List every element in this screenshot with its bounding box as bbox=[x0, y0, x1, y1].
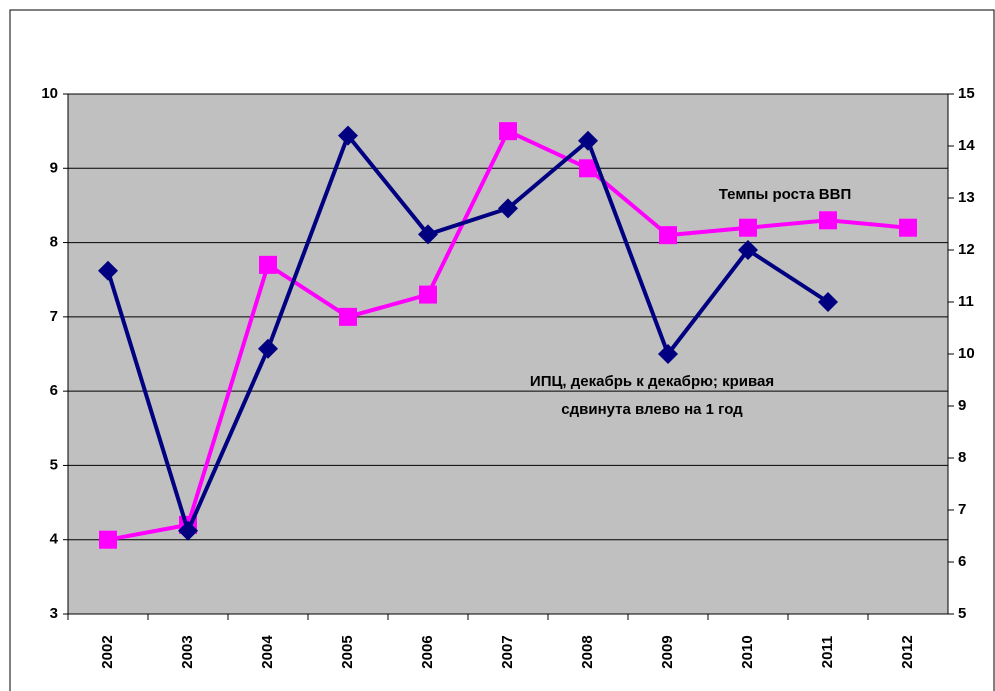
marker bbox=[499, 122, 517, 141]
y-tick-label: 6 bbox=[50, 382, 58, 399]
x-tick-label: 2007 bbox=[499, 635, 516, 668]
marker bbox=[258, 338, 278, 359]
marker bbox=[498, 198, 518, 219]
marker bbox=[658, 344, 678, 364]
marker bbox=[418, 224, 438, 245]
y2-tick-label: 9 bbox=[958, 397, 966, 414]
y2-tick-label: 7 bbox=[958, 501, 966, 518]
y-tick-label: 10 bbox=[41, 85, 58, 102]
x-tick-label: 2003 bbox=[179, 635, 196, 668]
y2-tick-label: 6 bbox=[958, 553, 966, 570]
marker bbox=[178, 520, 198, 541]
y-tick-label: 7 bbox=[50, 308, 58, 325]
x-tick-label: 2012 bbox=[899, 635, 916, 668]
y2-tick-label: 13 bbox=[958, 189, 975, 206]
y2-tick-label: 8 bbox=[958, 449, 966, 466]
y2-tick-label: 10 bbox=[958, 345, 975, 362]
x-tick-label: 2005 bbox=[339, 635, 356, 668]
marker bbox=[739, 218, 757, 237]
x-tick-label: 2002 bbox=[99, 635, 116, 668]
x-tick-label: 2004 bbox=[259, 635, 276, 669]
y2-tick-label: 11 bbox=[958, 293, 974, 310]
y2-tick-label: 14 bbox=[958, 137, 975, 154]
marker bbox=[659, 226, 677, 245]
marker bbox=[578, 130, 598, 151]
x-tick-label: 2010 bbox=[739, 635, 756, 668]
marker bbox=[98, 260, 118, 281]
annotation: ИПЦ, декабрь к декабрю; кривая bbox=[530, 373, 774, 390]
y-tick-label: 5 bbox=[50, 456, 58, 473]
plot-area bbox=[67, 93, 949, 615]
x-tick-label: 2009 bbox=[659, 635, 676, 668]
y2-tick-label: 5 bbox=[958, 605, 966, 622]
marker bbox=[738, 240, 758, 260]
marker bbox=[259, 255, 277, 274]
marker bbox=[819, 211, 837, 230]
y-tick-label: 9 bbox=[50, 159, 58, 176]
y2-tick-label: 12 bbox=[958, 241, 975, 258]
y2-tick-label: 15 bbox=[958, 85, 975, 102]
y-tick-label: 3 bbox=[50, 605, 58, 622]
x-tick-label: 2011 bbox=[819, 636, 836, 669]
x-tick-label: 2006 bbox=[419, 635, 436, 668]
marker bbox=[579, 159, 597, 178]
marker bbox=[899, 218, 917, 237]
marker bbox=[338, 125, 358, 146]
series-line bbox=[106, 131, 830, 537]
y-tick-label: 4 bbox=[50, 531, 59, 548]
marker bbox=[99, 530, 117, 549]
annotation: сдвинута влево на 1 год bbox=[561, 401, 743, 418]
marker bbox=[339, 307, 357, 326]
annotation: Темпы роста ВВП bbox=[719, 186, 851, 203]
y-tick-label: 8 bbox=[50, 234, 58, 251]
marker bbox=[818, 292, 838, 312]
x-tick-label: 2008 bbox=[579, 635, 596, 668]
marker bbox=[419, 285, 437, 304]
